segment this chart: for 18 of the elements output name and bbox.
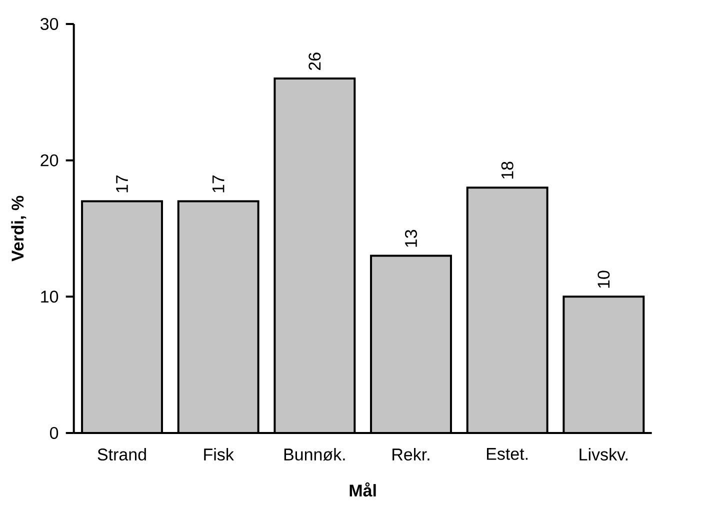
y-tick-label: 0 — [50, 426, 58, 439]
y-tick-label: 10 — [41, 290, 58, 303]
data-label: 10 — [598, 270, 610, 288]
data-label: 26 — [308, 52, 321, 70]
data-label: 17 — [212, 176, 224, 192]
data-label: 17 — [116, 176, 128, 192]
y-axis-title: Verdi, % — [11, 196, 26, 262]
x-tick-label: Strand — [98, 448, 146, 461]
data-label: 18 — [501, 162, 514, 179]
y-tick-label: 30 — [40, 18, 58, 30]
y-tick-label: 20 — [40, 154, 58, 166]
x-axis-title: Mål — [350, 482, 376, 497]
x-tick-label: Fisk — [204, 448, 234, 461]
x-tick-label: Bunnøk. — [284, 448, 345, 461]
data-label: 13 — [404, 230, 418, 247]
x-tick-label: Estet. — [486, 448, 528, 460]
x-tick-label: Livskv. — [580, 448, 628, 461]
x-tick-label: Rekr. — [392, 448, 430, 461]
